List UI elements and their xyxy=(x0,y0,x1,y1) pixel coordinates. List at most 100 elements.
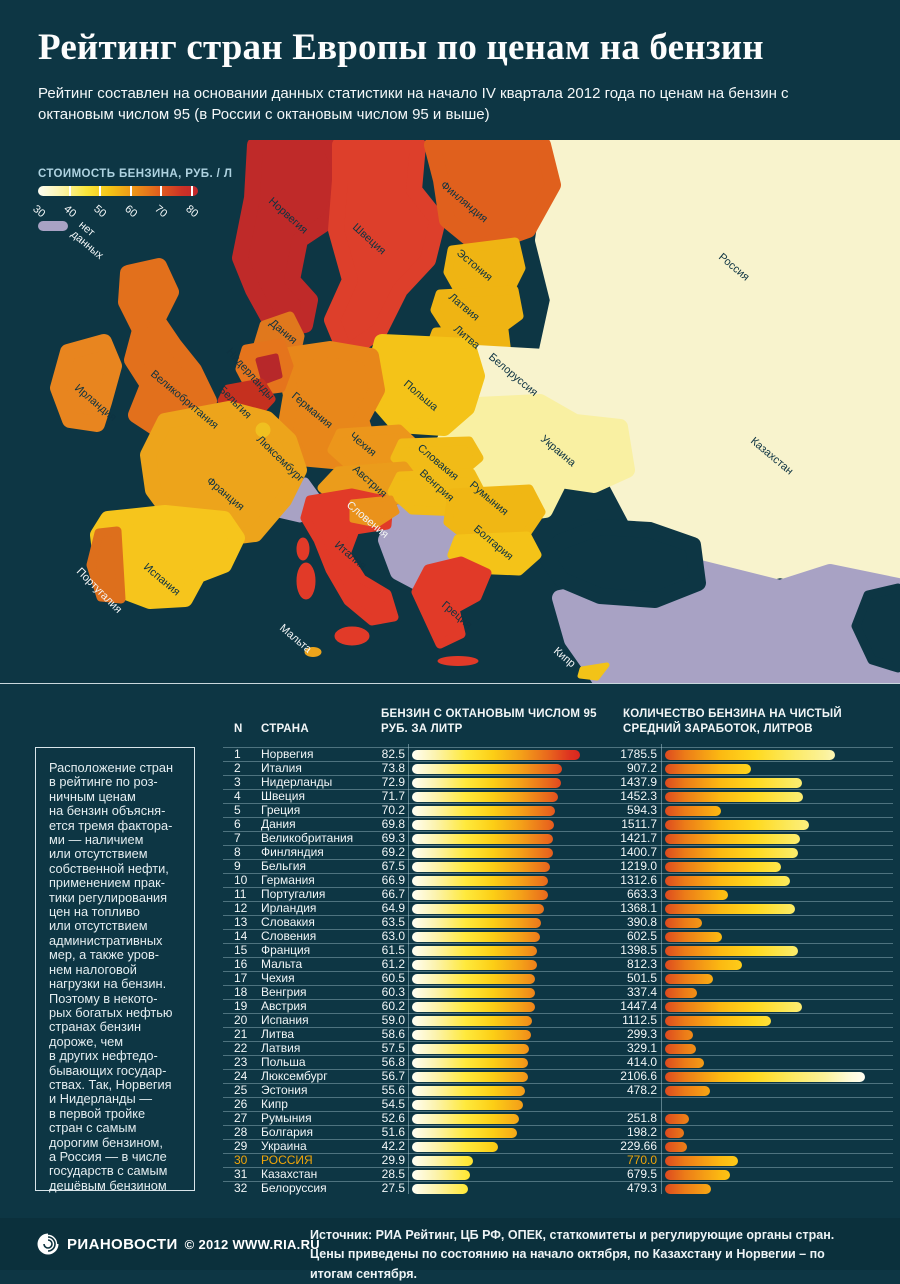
rank-cell: 26 xyxy=(234,1097,248,1111)
table-row: 3 Нидерланды 72.9 1437.9 xyxy=(223,775,893,789)
europe-map-svg: НорвегияШвецияФинляндияРоссияКазахстанЭс… xyxy=(50,140,900,683)
country-cell: Мальта xyxy=(261,957,303,971)
country-cell: Словакия xyxy=(261,915,315,929)
rank-cell: 6 xyxy=(234,817,241,831)
liters-cell: 1511.7 xyxy=(621,817,657,831)
liters-cell: 390.8 xyxy=(626,915,657,929)
liters-bar xyxy=(665,1030,694,1040)
ranking-table: 1 Норвегия 82.5 1785.5 2 Италия 73.8 907.2 3 Ниде… xyxy=(223,747,893,1195)
price-cell: 73.8 xyxy=(381,761,405,775)
rank-cell: 29 xyxy=(234,1139,248,1153)
price-cell: 63.0 xyxy=(381,929,405,943)
legend-tick-mark xyxy=(160,186,162,196)
country-luxembourg xyxy=(255,422,271,438)
price-cell: 29.9 xyxy=(381,1153,405,1167)
country-cell: Белоруссия xyxy=(261,1181,327,1195)
price-cell: 54.5 xyxy=(381,1097,405,1111)
rank-cell: 32 xyxy=(234,1181,248,1195)
liters-cell: 478.2 xyxy=(626,1083,657,1097)
country-cell: Швеция xyxy=(261,789,305,803)
price-bar xyxy=(412,890,548,900)
island-corsica xyxy=(296,537,310,561)
table-row: 10 Германия 66.9 1312.6 xyxy=(223,873,893,887)
table-row: 24 Люксембург 56.7 2106.6 xyxy=(223,1069,893,1083)
price-bar xyxy=(412,876,549,886)
country-cell: Болгария xyxy=(261,1125,313,1139)
price-cell: 61.2 xyxy=(381,957,405,971)
table-row: 7 Великобритания 69.3 1421.7 xyxy=(223,831,893,845)
country-cell: Нидерланды xyxy=(261,775,333,789)
country-cell: Казахстан xyxy=(261,1167,318,1181)
country-cell: Кипр xyxy=(261,1097,288,1111)
country-russia xyxy=(535,140,900,590)
rank-cell: 14 xyxy=(234,929,248,943)
rank-cell: 21 xyxy=(234,1027,248,1041)
liters-bar xyxy=(665,834,800,844)
price-bar xyxy=(412,960,537,970)
legend-gradient-bar xyxy=(38,186,198,196)
liters-bar xyxy=(665,1184,711,1194)
country-cell: Греция xyxy=(261,803,301,817)
country-cell: Украина xyxy=(261,1139,307,1153)
price-bar xyxy=(412,1142,498,1152)
table-row: 8 Финляндия 69.2 1400.7 xyxy=(223,845,893,859)
commentary-box: Расположение стран в рейтинге по роз- ни… xyxy=(35,747,195,1193)
liters-cell: 812.3 xyxy=(626,957,657,971)
liters-cell: 1400.7 xyxy=(620,845,657,859)
map-countries xyxy=(50,140,900,683)
liters-cell: 907.2 xyxy=(626,761,657,775)
table-row: 26 Кипр 54.5 xyxy=(223,1097,893,1111)
liters-cell: 1437.9 xyxy=(620,775,657,789)
country-cell: Латвия xyxy=(261,1041,301,1055)
table-row: 23 Польша 56.8 414.0 xyxy=(223,1055,893,1069)
liters-cell: 337.4 xyxy=(626,985,657,999)
table-row: 22 Латвия 57.5 329.1 xyxy=(223,1041,893,1055)
liters-cell: 198.2 xyxy=(626,1125,657,1139)
rank-cell: 3 xyxy=(234,775,241,789)
liters-cell: 1312.6 xyxy=(620,873,657,887)
liters-cell: 594.3 xyxy=(626,803,657,817)
liters-bar xyxy=(665,1170,730,1180)
liters-bar xyxy=(665,890,728,900)
price-cell: 69.3 xyxy=(381,831,405,845)
page-title: Рейтинг стран Европы по ценам на бензин xyxy=(38,27,764,68)
price-cell: 28.5 xyxy=(381,1167,405,1181)
ria-logo-icon xyxy=(37,1233,59,1255)
country-cell: Франция xyxy=(261,943,311,957)
black-sea xyxy=(540,519,706,608)
liters-cell: 1398.5 xyxy=(620,943,657,957)
country-cell: РОССИЯ xyxy=(261,1153,313,1167)
price-cell: 60.5 xyxy=(381,971,405,985)
price-bar xyxy=(412,1016,533,1026)
liters-cell: 663.3 xyxy=(626,887,657,901)
country-cell: Германия xyxy=(261,873,315,887)
rank-cell: 19 xyxy=(234,999,248,1013)
liters-bar xyxy=(665,1058,705,1068)
price-bar xyxy=(412,834,554,844)
footer-source: Источник: РИА Рейтинг, ЦБ РФ, ОПЕК, стат… xyxy=(310,1228,835,1281)
table-row: 5 Греция 70.2 594.3 xyxy=(223,803,893,817)
table-row: 29 Украина 42.2 229.66 xyxy=(223,1139,893,1153)
rank-cell: 31 xyxy=(234,1167,248,1181)
liters-bar xyxy=(665,988,697,998)
price-bar xyxy=(412,1072,528,1082)
liters-bar xyxy=(665,904,795,914)
liters-bar xyxy=(665,1072,865,1082)
price-bar xyxy=(412,1156,473,1166)
price-bar xyxy=(412,1128,518,1138)
liters-bar xyxy=(665,848,798,858)
country-cell: Бельгия xyxy=(261,859,306,873)
price-cell: 56.7 xyxy=(381,1069,405,1083)
rank-cell: 15 xyxy=(234,943,248,957)
column-header-liters: КОЛИЧЕСТВО БЕНЗИНА НА ЧИСТЫЙ СРЕДНИЙ ЗАР… xyxy=(623,708,842,735)
page-subtitle: Рейтинг составлен на основании данных ст… xyxy=(38,85,789,123)
column-header-country: СТРАНА xyxy=(261,723,309,735)
table-row: 19 Австрия 60.2 1447.4 xyxy=(223,999,893,1013)
table-row: 21 Литва 58.6 299.3 xyxy=(223,1027,893,1041)
liters-bar xyxy=(665,946,798,956)
commentary-text: Расположение стран в рейтинге по роз- ни… xyxy=(49,760,174,1193)
country-greece xyxy=(411,556,492,649)
price-bar xyxy=(412,904,545,914)
price-bar xyxy=(412,932,541,942)
table-row: 17 Чехия 60.5 501.5 xyxy=(223,971,893,985)
